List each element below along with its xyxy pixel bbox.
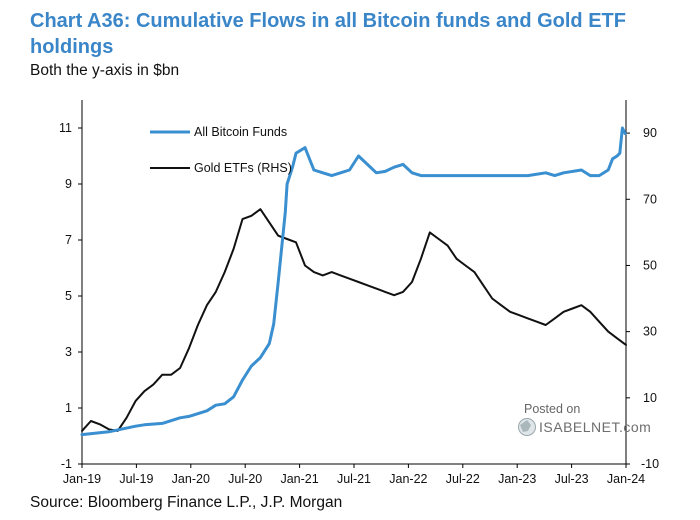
watermark: Posted on ISABELNET.com	[518, 402, 651, 436]
left-tick-label: -1	[61, 457, 72, 471]
x-tick-label: Jan-19	[63, 472, 101, 486]
right-tick-label: 10	[643, 391, 657, 405]
left-tick-label: 5	[65, 289, 72, 303]
axes: -1 1 3 5 7 9 11 -10 10 30 50 70 90 Jan-19 Jul-19 Jan-20…	[59, 100, 659, 486]
legend-label-bitcoin: All Bitcoin Funds	[194, 125, 287, 139]
left-tick-label: 9	[65, 177, 72, 191]
x-tick-label: Jul-20	[228, 472, 262, 486]
x-tick-label: Jan-22	[389, 472, 427, 486]
left-tick-label: 7	[65, 233, 72, 247]
watermark-brand: ISABELNET.com	[539, 419, 651, 435]
chart-title: Chart A36: Cumulative Flows in all Bitco…	[30, 10, 626, 58]
legend-label-gold: Gold ETFs (RHS)	[194, 161, 292, 175]
x-tick-label: Jul-19	[119, 472, 153, 486]
x-tick-label: Jul-21	[337, 472, 371, 486]
right-tick-label: -10	[641, 457, 659, 471]
right-tick-label: 50	[643, 258, 657, 272]
left-tick-label: 11	[59, 121, 72, 135]
x-tick-label: Jan-23	[498, 472, 536, 486]
series-layer	[80, 126, 627, 437]
right-tick-label: 70	[643, 192, 657, 206]
left-tick-label: 3	[65, 345, 72, 359]
x-tick-label: Jul-22	[446, 472, 480, 486]
right-tick-label: 90	[643, 126, 657, 140]
x-tick-label: Jan-24	[607, 472, 645, 486]
x-tick-label: Jan-20	[172, 472, 210, 486]
x-tick-label: Jul-23	[555, 472, 589, 486]
series-line-gold-etfs	[81, 208, 627, 432]
legend: All Bitcoin Funds Gold ETFs (RHS)	[150, 125, 292, 175]
x-tick-label: Jan-21	[280, 472, 318, 486]
left-tick-label: 1	[65, 401, 72, 415]
chart-subtitle: Both the y-axis in $bn	[30, 62, 180, 79]
globe-icon	[518, 418, 536, 436]
chart-source: Source: Bloomberg Finance L.P., J.P. Mor…	[30, 494, 343, 511]
right-tick-label: 30	[643, 325, 657, 339]
watermark-posted-on: Posted on	[524, 402, 580, 416]
series-line-bitcoin-funds	[80, 126, 627, 437]
